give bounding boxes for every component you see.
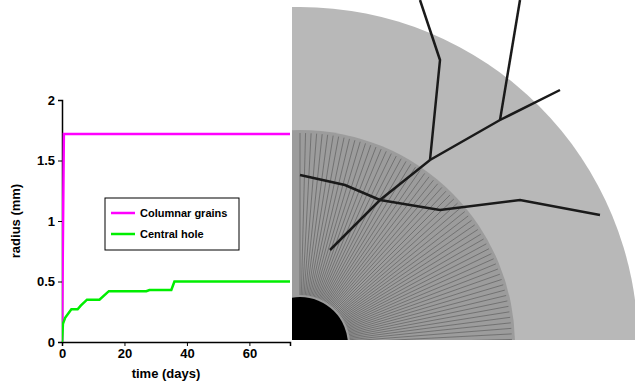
grain-line: [333, 187, 441, 307]
tick-mark: [58, 342, 62, 343]
tick-label: 1.5: [37, 153, 55, 168]
grain-line: [308, 136, 333, 296]
tick: 40: [180, 342, 194, 361]
grain-line: [344, 244, 486, 321]
tick-label: 20: [118, 346, 132, 361]
central-hole: [292, 297, 348, 340]
grain-line: [304, 134, 317, 296]
tick: 0: [48, 335, 62, 350]
tick-mark: [58, 221, 62, 222]
crack: [300, 175, 380, 200]
grain-line: [343, 234, 481, 319]
legend: Columnar grains Central hole: [105, 198, 239, 250]
tick-label: 40: [180, 346, 194, 361]
tick: 2: [48, 93, 62, 108]
crack: [380, 200, 600, 215]
grain-line: [340, 216, 469, 315]
legend-box: [105, 198, 239, 250]
tick-label: 0: [59, 346, 66, 361]
micrograph: [0, 0, 635, 385]
grain-line: [342, 230, 478, 318]
grain-line: [348, 285, 503, 331]
legend-label: Columnar grains: [140, 207, 227, 219]
grain-line: [349, 296, 507, 334]
grain-line: [310, 138, 344, 296]
columnar-zone: [292, 130, 515, 340]
grain-line: [349, 312, 509, 337]
tick: 20: [118, 342, 132, 361]
grain-line: [346, 264, 496, 326]
tick: 60: [243, 342, 257, 361]
grain-line: [336, 199, 454, 311]
x-axis-title: time (days): [132, 366, 201, 381]
grain-line: [346, 259, 494, 325]
grain-line: [330, 177, 429, 306]
grain-line: [322, 154, 392, 300]
plot-area: [62, 134, 290, 342]
series-line: [62, 282, 290, 343]
tick: 0.5: [37, 274, 62, 289]
grain-line: [312, 139, 350, 297]
grain-line: [314, 142, 360, 297]
legend-label: Central hole: [140, 228, 204, 240]
crack: [330, 90, 560, 250]
series-line: [62, 134, 290, 342]
legend-swatch: [111, 233, 135, 236]
crack: [420, 0, 440, 160]
pellet: [292, 0, 635, 340]
tick: 1.5: [37, 153, 62, 168]
grain-line: [335, 195, 450, 310]
tick-mark: [58, 282, 62, 283]
tick-mark: [58, 100, 62, 101]
grain-line: [332, 184, 437, 307]
tick-mark: [58, 161, 62, 162]
grain-line: [318, 147, 376, 298]
grain-line: [301, 133, 305, 295]
legend-swatch: [111, 212, 135, 215]
crack: [500, 0, 520, 120]
grain-line: [300, 133, 301, 295]
grain-line: [341, 225, 475, 317]
tick: 1: [48, 214, 62, 229]
grain-line: [350, 334, 512, 340]
x-axis: 0 20 40 60: [59, 342, 291, 361]
tick: 0: [59, 342, 66, 361]
grain-line: [350, 323, 511, 340]
grain-line: [350, 339, 512, 340]
chart-root: 0 20 40 60 0 0.5 1 1.5 2 time (days) radius (mm) Co…: [0, 0, 635, 385]
tick-label: 60: [243, 346, 257, 361]
tick-label: 2: [48, 93, 55, 108]
grain-line: [349, 301, 507, 335]
pellet-body: [292, 7, 635, 340]
grain-line: [339, 212, 465, 314]
axis-line: [58, 101, 63, 343]
tick-label: 0: [48, 335, 55, 350]
grain-line: [307, 135, 328, 296]
grain-line: [347, 274, 500, 328]
tick-label: 0.5: [37, 274, 55, 289]
y-axis-title: radius (mm): [8, 184, 23, 258]
tick-label: 1: [48, 214, 55, 229]
y-axis: 0 0.5 1 1.5 2: [37, 93, 63, 350]
